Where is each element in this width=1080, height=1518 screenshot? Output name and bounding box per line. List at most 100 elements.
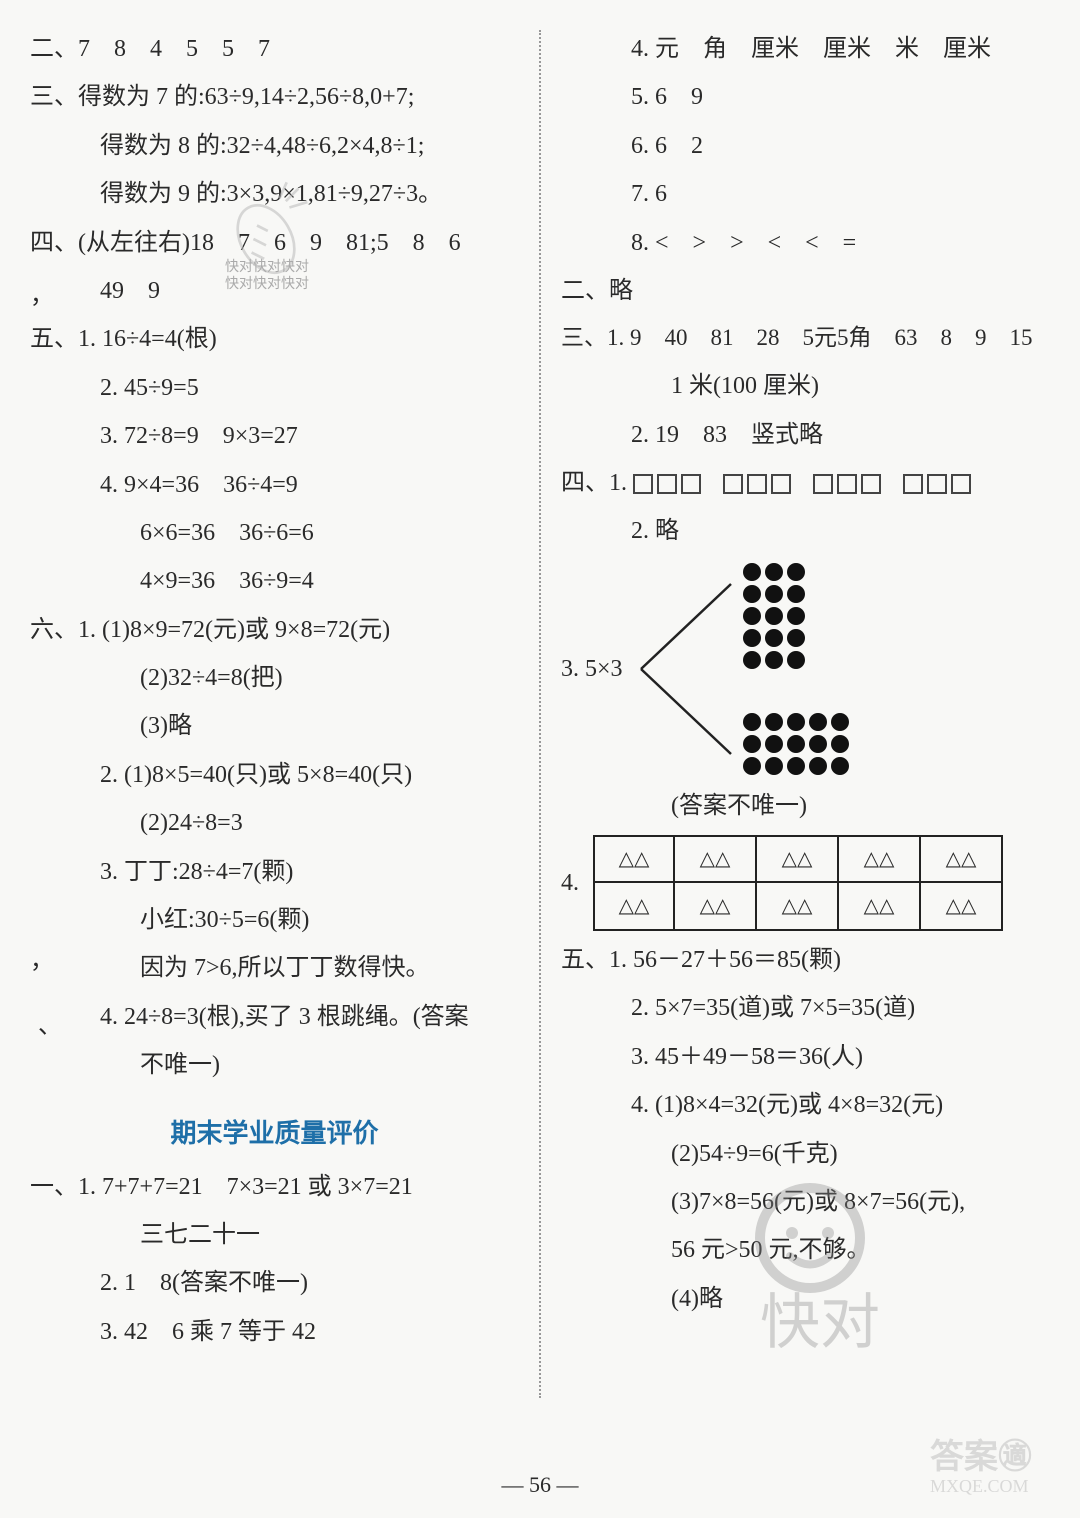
triangle-table: △△△△△△△△△△△△△△△△△△△△ xyxy=(593,835,1003,931)
table-row: △△△△△△△△△△ xyxy=(593,883,1003,931)
dot-icon xyxy=(831,735,849,753)
answer-line: (4)略 xyxy=(561,1280,1050,1318)
dot-icon xyxy=(787,607,805,625)
stray-punct: ， xyxy=(30,275,54,310)
stray-punct: 、 xyxy=(38,1005,62,1040)
answer-line: 5. 6 9 xyxy=(561,78,1050,116)
answer-line: 五、1. 56－27＋56＝85(颗) xyxy=(561,941,1050,979)
answer-line: (2)32÷4=8(把) xyxy=(30,659,519,697)
answer-line: 6. 6 2 xyxy=(561,127,1050,165)
dot-icon xyxy=(765,585,783,603)
box-icon xyxy=(951,474,971,494)
answer-line: 五、1. 16÷4=4(根) xyxy=(30,320,519,358)
box-icon xyxy=(861,474,881,494)
branch-icon xyxy=(631,564,741,774)
dot-icon xyxy=(765,607,783,625)
table-cell: △△ xyxy=(675,835,757,883)
answer-line: 三、1. 9 40 81 28 5元5角 63 8 9 15 xyxy=(561,320,1050,357)
dot-row xyxy=(741,561,851,583)
page-number: — 56 — xyxy=(502,1472,579,1498)
answer-line: (3)略 xyxy=(30,707,519,745)
dot-icon xyxy=(743,563,761,581)
answer-line: 4. (1)8×4=32(元)或 4×8=32(元) xyxy=(561,1086,1050,1124)
dot-icon xyxy=(787,629,805,647)
answer-line: 3. 42 6 乘 7 等于 42 xyxy=(30,1313,519,1351)
dot-row xyxy=(741,583,851,605)
table-cell: △△ xyxy=(839,835,921,883)
answer-line: 2. 19 83 竖式略 xyxy=(561,416,1050,454)
table-row: △△△△△△△△△△ xyxy=(593,835,1003,883)
dot-icon xyxy=(743,757,761,775)
table-cell: △△ xyxy=(757,835,839,883)
dot-icon xyxy=(765,713,783,731)
answer-line: 三七二十一 xyxy=(30,1216,519,1254)
answer-line: 56 元>50 元,不够。 xyxy=(561,1231,1050,1269)
q3-label: 3. 5×3 xyxy=(561,650,631,688)
dot-icon xyxy=(743,607,761,625)
svg-text:MXQE.COM: MXQE.COM xyxy=(930,1476,1029,1496)
table-cell: △△ xyxy=(675,883,757,931)
table-cell: △△ xyxy=(593,835,675,883)
answer-line: 3. 72÷8=9 9×3=27 xyxy=(30,417,519,455)
answer-line: 2. 45÷9=5 xyxy=(30,369,519,407)
answer-line: 二、略 xyxy=(561,272,1050,310)
dot-icon xyxy=(787,757,805,775)
table-cell: △△ xyxy=(593,883,675,931)
box-icon xyxy=(657,474,677,494)
dot-row xyxy=(741,733,851,755)
q3-diagram: 3. 5×3 xyxy=(561,561,1050,777)
answer-line: 7. 6 xyxy=(561,175,1050,213)
answer-line: 3. 45＋49－58＝36(人) xyxy=(561,1038,1050,1076)
answer-line: 二、7 8 4 5 5 7 xyxy=(30,30,519,68)
box-icon xyxy=(723,474,743,494)
answer-line: 三、得数为 7 的:63÷9,14÷2,56÷8,0+7; xyxy=(30,78,519,116)
dot-row xyxy=(741,711,851,733)
dot-icon xyxy=(765,651,783,669)
box-icon xyxy=(633,474,653,494)
stray-punct: ， xyxy=(30,940,54,975)
dot-icon xyxy=(787,585,805,603)
answer-line: 6×6=36 36÷6=6 xyxy=(30,514,519,552)
box-icon xyxy=(927,474,947,494)
dot-arrangements xyxy=(741,561,851,777)
dot-icon xyxy=(787,563,805,581)
answer-line: 2. 1 8(答案不唯一) xyxy=(30,1264,519,1302)
answer-line: 2. (1)8×5=40(只)或 5×8=40(只) xyxy=(30,756,519,794)
dot-icon xyxy=(765,629,783,647)
box-icon xyxy=(903,474,923,494)
dot-icon xyxy=(743,713,761,731)
dot-icon xyxy=(809,757,827,775)
answer-line: 2. 略 xyxy=(561,512,1050,550)
left-column: 快对快对快对 快对快对快对 二、7 8 4 5 5 7 三、得数为 7 的:63… xyxy=(30,20,539,1448)
q4-row: 4. △△△△△△△△△△△△△△△△△△△△ xyxy=(561,835,1050,931)
table-cell: △△ xyxy=(757,883,839,931)
answer-line: 1 米(100 厘米) xyxy=(561,367,1050,405)
answer-line: 2. 5×7=35(道)或 7×5=35(道) xyxy=(561,989,1050,1027)
dot-icon xyxy=(809,735,827,753)
answer-line: 小红:30÷5=6(颗) xyxy=(30,901,519,939)
answer-line: 4. 元 角 厘米 厘米 米 厘米 xyxy=(561,30,1050,68)
right-column: 4. 元 角 厘米 厘米 米 厘米 5. 6 9 6. 6 2 7. 6 8. … xyxy=(541,20,1050,1448)
section-title: 期末学业质量评价 xyxy=(30,1113,519,1150)
dot-row xyxy=(741,605,851,627)
dot-icon xyxy=(831,713,849,731)
dot-icon xyxy=(743,629,761,647)
table-cell: △△ xyxy=(839,883,921,931)
box-group xyxy=(633,474,701,494)
box-groups xyxy=(633,470,993,496)
answer-line: 六、1. (1)8×9=72(元)或 9×8=72(元) xyxy=(30,611,519,649)
dot-icon xyxy=(787,713,805,731)
box-icon xyxy=(837,474,857,494)
box-icon xyxy=(681,474,701,494)
dot-icon xyxy=(765,757,783,775)
dot-icon xyxy=(743,651,761,669)
answer-line: 因为 7>6,所以丁丁数得快。 xyxy=(30,949,519,987)
table-cell: △△ xyxy=(921,835,1003,883)
answer-line: (2)54÷9=6(千克) xyxy=(561,1135,1050,1173)
dot-icon xyxy=(765,735,783,753)
dot-row xyxy=(741,755,851,777)
q4-label: 4. xyxy=(561,864,579,902)
box-group xyxy=(723,474,791,494)
dot-row xyxy=(741,649,851,671)
answer-line: (2)24÷8=3 xyxy=(30,804,519,842)
